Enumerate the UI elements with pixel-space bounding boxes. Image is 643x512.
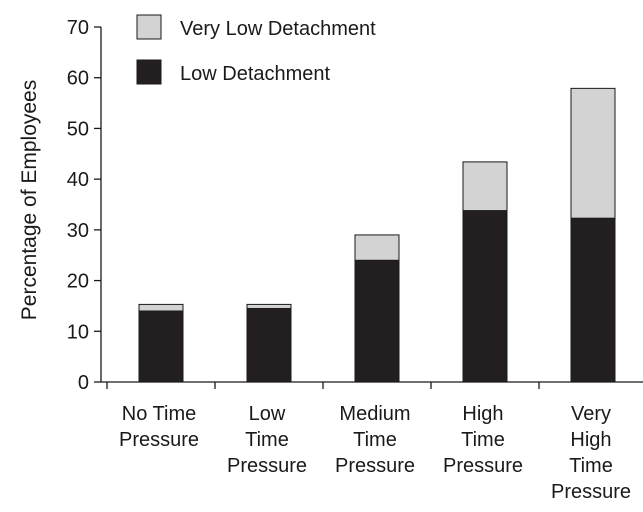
y-tick-label: 20 [67,271,89,293]
x-tick-label: Medium Time Pressure [335,403,415,477]
legend-item-low-detachment: Low Detachment [136,59,331,85]
y-tick-label: 0 [78,372,89,394]
y-tick-label: 10 [67,321,89,343]
x-axis: No Time Pressure Low Time Pressure Medium Time… [101,381,643,503]
legend-item-very-low-detachment: Very Low Detachment [136,14,376,40]
legend: Very Low Detachment Low Detachment [136,14,376,85]
x-tick-label: No Time Pressure [119,403,199,451]
bar-segment-low-detachment [570,217,616,383]
bar-segment-low-detachment [246,307,292,383]
legend-label: Very Low Detachment [180,18,376,40]
legend-swatch [136,14,162,40]
bar-segment-low-detachment [138,310,184,383]
bar-segment-very-low-detachment [138,303,184,312]
bar-segment-very-low-detachment [246,303,292,309]
bars [138,87,616,383]
bar-segment-very-low-detachment [354,234,400,261]
bar-segment-low-detachment [462,210,508,383]
y-axis: 0 10 20 30 40 50 60 70 [67,17,102,394]
y-axis-label: Percentage of Employees [18,80,41,320]
x-tick-label: Very High Time Pressure [551,403,631,503]
x-tick-label: High Time Pressure [443,403,523,477]
bar-segment-very-low-detachment [462,161,508,212]
y-tick-label: 30 [67,220,89,242]
bar-segment-low-detachment [354,259,400,383]
legend-swatch [136,59,162,85]
x-tick-label: Low Time Pressure [227,403,307,477]
y-tick-label: 50 [67,118,89,140]
y-tick-label: 70 [67,17,89,39]
bar-segment-very-low-detachment [570,87,616,219]
legend-label: Low Detachment [180,63,331,85]
y-tick-label: 60 [67,68,89,90]
y-tick-label: 40 [67,169,89,191]
